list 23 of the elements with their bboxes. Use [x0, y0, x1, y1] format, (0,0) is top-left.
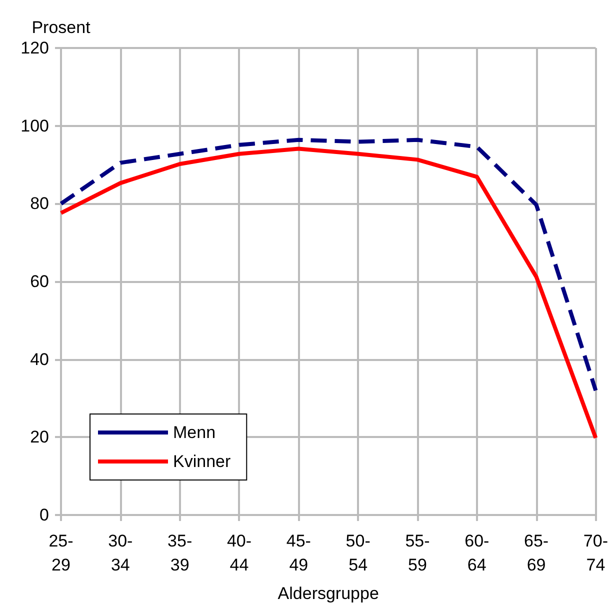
x-tick-label: 65-69 — [524, 532, 549, 574]
y-tick-label: 40 — [30, 350, 49, 369]
legend-label: Menn — [173, 423, 216, 442]
y-tick-label: 120 — [20, 38, 49, 58]
y-tick-label: 0 — [40, 506, 49, 524]
y-tick-label: 100 — [20, 116, 49, 136]
x-axis-title: Aldersgruppe — [278, 584, 379, 603]
legend-label: Kvinner — [173, 452, 231, 471]
x-tick-label: 30-34 — [108, 532, 133, 574]
x-tick-label: 45-49 — [286, 532, 311, 574]
y-tick-label: 80 — [30, 194, 49, 214]
x-tick-label: 55-59 — [405, 532, 430, 574]
x-tick-label: 70-74 — [583, 532, 608, 574]
y-tick-label: 60 — [30, 272, 49, 291]
x-tick-label: 40-44 — [226, 532, 252, 574]
line-series — [59, 138, 598, 392]
x-tick-label: 35-39 — [168, 532, 192, 574]
y-axis-title: Prosent — [32, 18, 91, 37]
y-tick-label: 20 — [30, 428, 49, 447]
line-series — [59, 146, 598, 440]
x-tick-label: 25-29 — [48, 532, 74, 574]
x-tick-label: 60-64 — [464, 532, 490, 574]
x-tick-label: 50-54 — [346, 532, 370, 574]
